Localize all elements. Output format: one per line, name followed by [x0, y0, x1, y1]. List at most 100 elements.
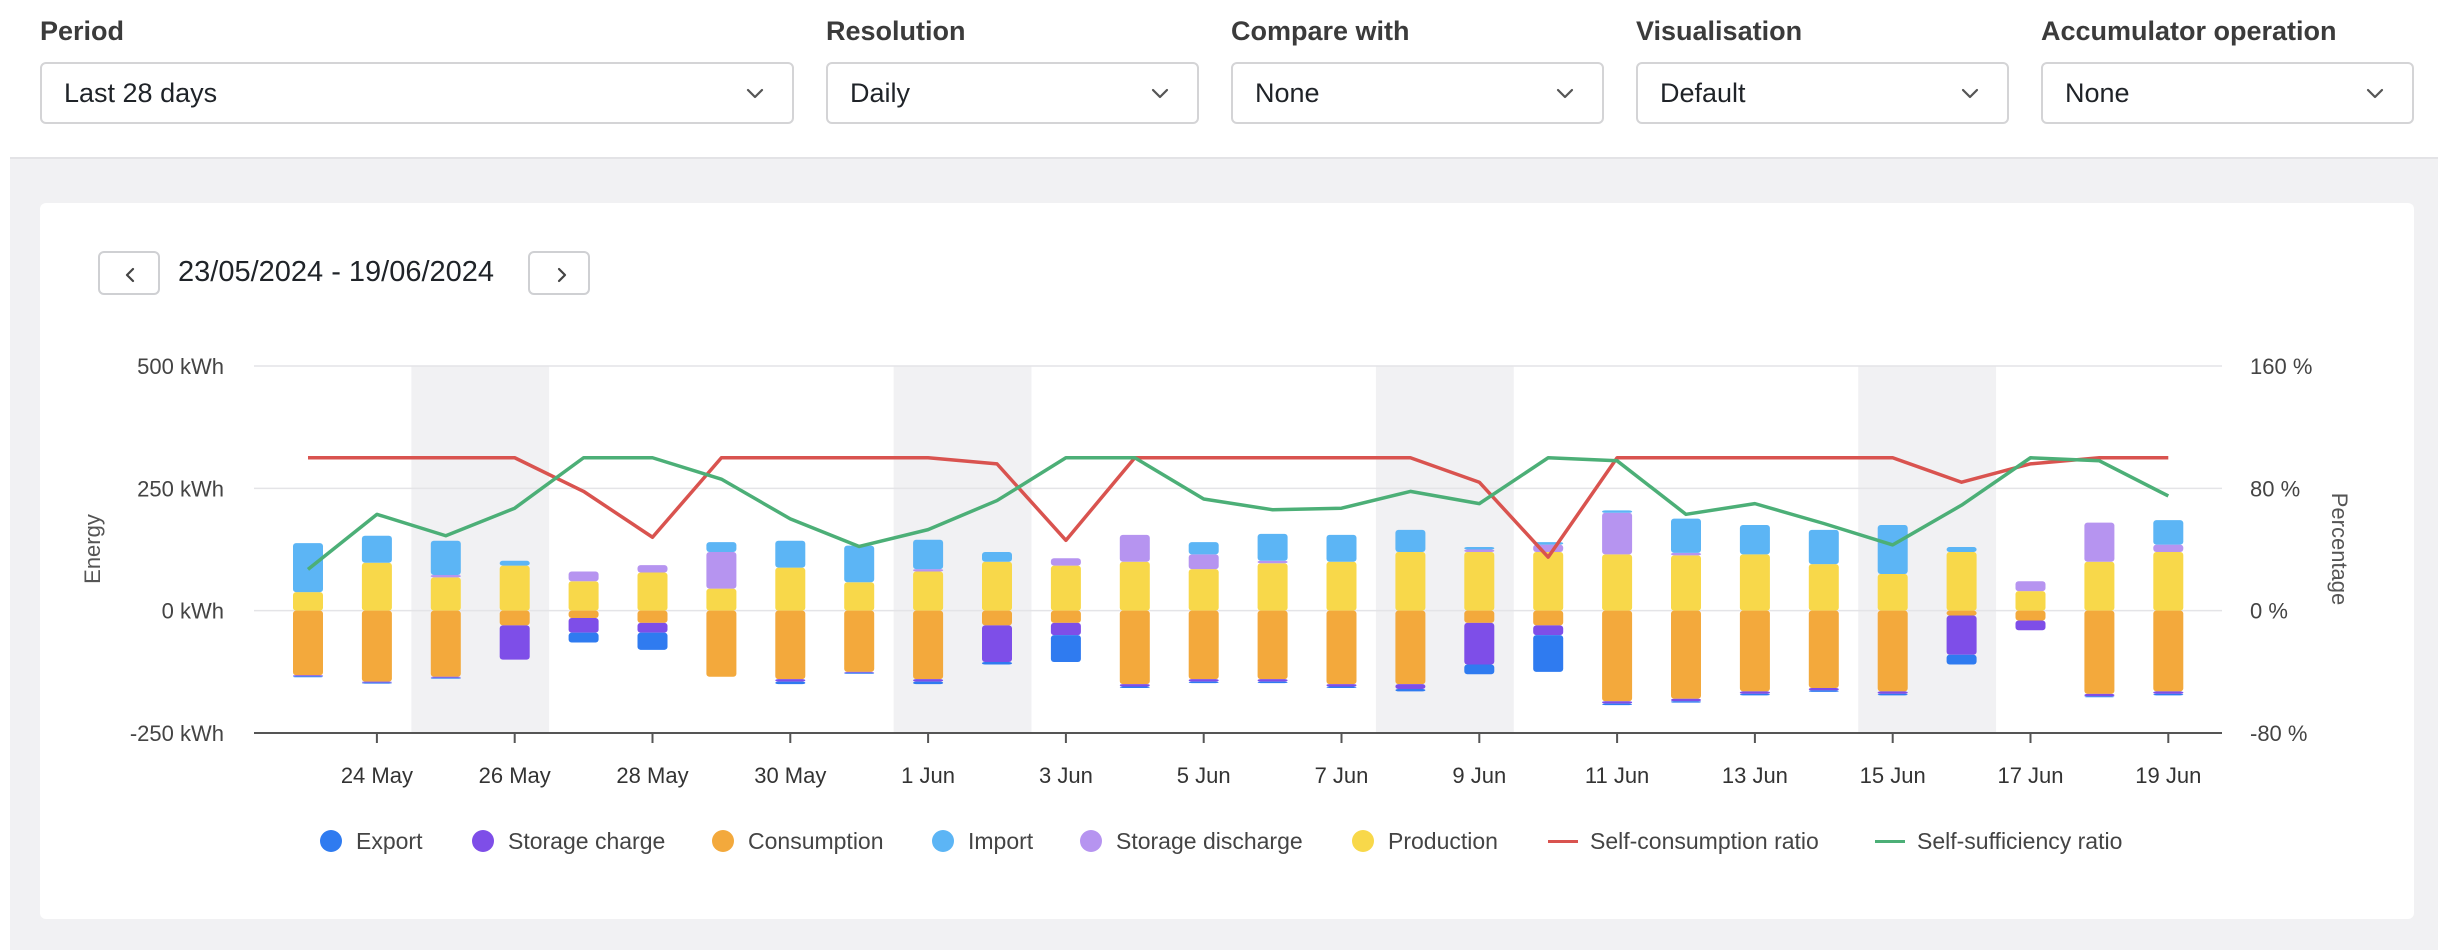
compare-select[interactable]: None [1231, 62, 1604, 124]
bar-export [1671, 701, 1701, 703]
bar-storage-charge [1946, 615, 1977, 655]
accumulator-select[interactable]: None [2041, 62, 2414, 124]
bar-production [1464, 551, 1495, 611]
bar-storage-charge [1050, 622, 1081, 636]
bar-export [2153, 693, 2184, 696]
bar-export [430, 677, 461, 679]
bar-import [361, 535, 392, 563]
bar-export [1808, 690, 1839, 692]
x-tick-label: 13 Jun [1722, 763, 1788, 788]
bar-storage-charge [1188, 679, 1219, 682]
x-tick-label: 5 Jun [1177, 763, 1231, 788]
bar-production [1533, 551, 1564, 611]
x-tick-label: 30 May [754, 763, 826, 788]
resolution-label: Resolution [826, 16, 966, 46]
chevron-left-icon [125, 267, 135, 283]
bar-export [1602, 703, 1633, 706]
chevron-down-icon [746, 88, 764, 99]
x-tick-label: 28 May [616, 763, 688, 788]
x-tick-label: 24 May [341, 763, 413, 788]
bar-export [844, 672, 875, 674]
bar-consumption [361, 610, 392, 682]
period-value: Last 28 days [64, 78, 218, 108]
bar-consumption [1464, 610, 1495, 623]
bar-import [1395, 529, 1426, 552]
bar-production [1050, 565, 1081, 611]
bar-storage-discharge [1119, 534, 1150, 562]
bar-consumption [1395, 610, 1426, 685]
bar-storage-charge [361, 681, 392, 683]
bar-export [1464, 664, 1495, 675]
x-tick-label: 1 Jun [901, 763, 955, 788]
x-tick-label: 11 Jun [1585, 763, 1649, 788]
bar-export [1050, 635, 1081, 663]
bar-production [913, 571, 944, 611]
bar-consumption [430, 610, 461, 677]
bar-import [1808, 529, 1839, 565]
bar-storage-charge [1877, 691, 1908, 694]
period-select[interactable]: Last 28 days [40, 62, 794, 124]
bar-storage-discharge [2015, 581, 2046, 592]
bar-consumption [706, 610, 737, 677]
bar-production [1119, 561, 1150, 611]
line-self-consumption-ratio [308, 456, 2169, 559]
bar-storage-charge [775, 679, 806, 682]
bar-storage-charge [982, 625, 1012, 663]
next-period-button[interactable] [528, 251, 590, 295]
bar-export [1946, 654, 1977, 665]
bar-export [1257, 681, 1288, 684]
bar-production [499, 565, 530, 611]
bar-storage-charge [1808, 687, 1839, 691]
visualisation-select[interactable]: Default [1636, 62, 2009, 124]
bar-storage-discharge [430, 574, 461, 578]
accumulator-value: None [2065, 78, 2130, 108]
compare-value: None [1255, 78, 1320, 108]
bar-consumption [568, 610, 599, 619]
accumulator-label: Accumulator operation [2041, 16, 2337, 46]
y-tick-label: 250 kWh [137, 476, 224, 501]
bar-storage-discharge [2084, 522, 2115, 562]
bar-import [1877, 525, 1908, 574]
bar-import [1946, 547, 1977, 552]
previous-period-button[interactable] [98, 251, 160, 295]
resolution-select[interactable]: Daily [826, 62, 1199, 124]
visualisation-label: Visualisation [1636, 16, 1803, 46]
bar-production [1257, 563, 1288, 611]
bar-storage-charge [499, 625, 530, 660]
bar-consumption [775, 610, 806, 680]
bar-consumption [1808, 610, 1839, 688]
bar-storage-charge [568, 618, 599, 633]
bar-storage-charge [1739, 691, 1770, 694]
chevron-down-icon [1556, 88, 1574, 99]
x-tick-label: 15 Jun [1860, 763, 1926, 788]
bar-export [982, 662, 1012, 665]
x-tick-label: 19 Jun [2135, 763, 2201, 788]
bar-export [775, 681, 806, 685]
bar-storage-charge [293, 675, 323, 677]
bar-import [430, 540, 461, 575]
bar-consumption [1119, 610, 1150, 685]
bar-storage-discharge [1257, 560, 1288, 564]
legend-label: Export [356, 828, 423, 854]
bar-storage-discharge [706, 551, 737, 589]
bar-export [637, 632, 668, 650]
bar-production [775, 567, 806, 611]
chevron-right-icon [557, 267, 567, 283]
bar-production [1808, 564, 1839, 611]
bar-import [1671, 518, 1701, 553]
bar-production [2015, 591, 2046, 611]
bar-storage-charge [1326, 684, 1357, 687]
legend-marker [1875, 840, 1905, 843]
bar-import [982, 551, 1012, 562]
legend-marker [320, 830, 342, 852]
bar-consumption [1946, 610, 1977, 616]
bar-production [1602, 554, 1633, 611]
bar-production [1946, 551, 1977, 611]
bar-import [706, 542, 737, 552]
bar-consumption [1877, 610, 1908, 692]
x-tick-label: 7 Jun [1315, 763, 1369, 788]
bar-export [1119, 686, 1150, 688]
bar-export [568, 632, 599, 643]
bar-consumption [844, 610, 875, 672]
bar-consumption [2153, 610, 2184, 692]
